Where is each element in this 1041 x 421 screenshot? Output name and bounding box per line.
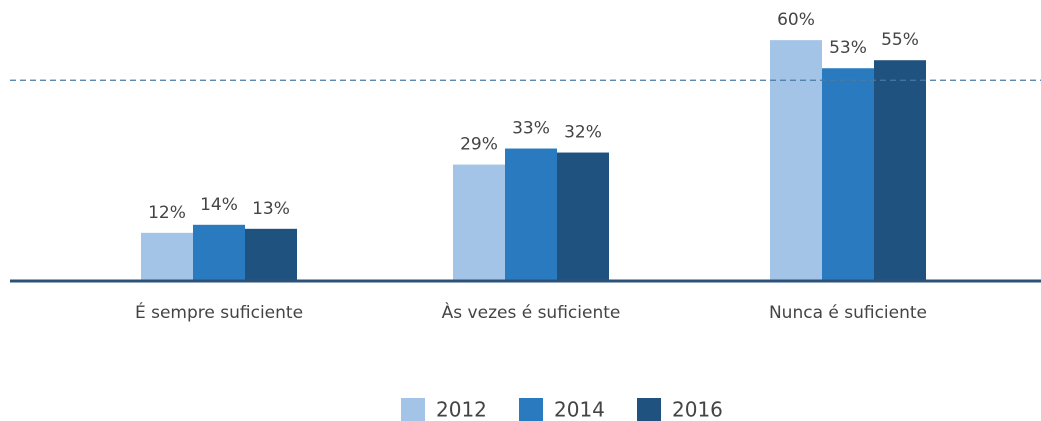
legend-swatch	[519, 398, 543, 421]
data-label: 14%	[200, 195, 238, 215]
bar	[874, 60, 926, 281]
legend-label: 2012	[436, 398, 487, 421]
bar	[557, 152, 609, 281]
data-label: 53%	[829, 38, 867, 58]
legend-label: 2014	[554, 398, 605, 421]
data-label: 60%	[777, 10, 815, 30]
bar	[822, 68, 874, 281]
data-label: 13%	[252, 199, 290, 219]
x-tick-label: Às vezes é suficiente	[442, 301, 621, 323]
data-label: 12%	[148, 203, 186, 223]
legend-swatch	[401, 398, 425, 421]
data-label: 29%	[460, 135, 498, 155]
x-tick-label: Nunca é suficiente	[769, 303, 927, 323]
data-label: 55%	[881, 30, 919, 50]
legend-swatch	[637, 398, 661, 421]
bar	[770, 40, 822, 282]
legend-label: 2016	[672, 398, 723, 421]
bar	[453, 164, 505, 281]
bar	[141, 232, 193, 281]
x-tick-label: É sempre suficiente	[135, 301, 303, 323]
bar	[193, 224, 245, 281]
bar	[505, 148, 557, 281]
bar	[245, 228, 297, 281]
data-label: 33%	[512, 119, 550, 139]
data-label: 32%	[564, 123, 602, 143]
